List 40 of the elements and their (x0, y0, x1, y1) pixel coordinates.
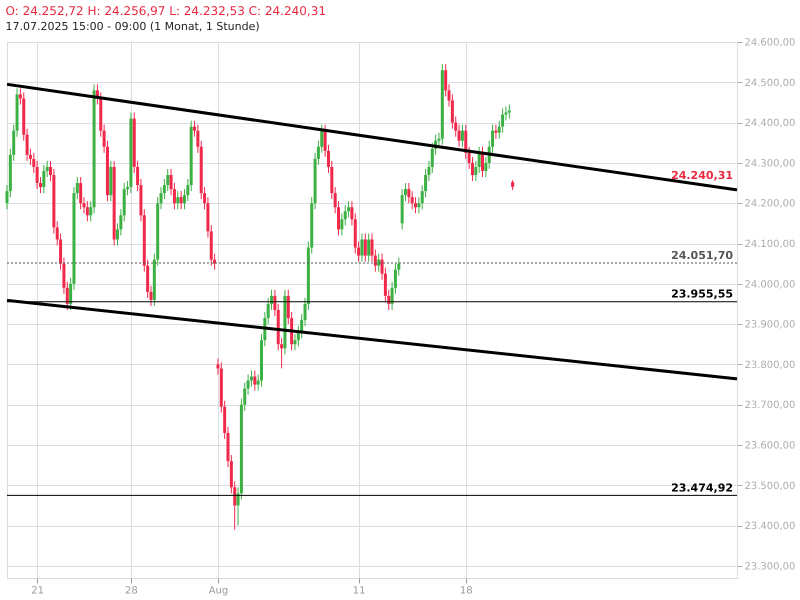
candlestick (86, 200, 89, 222)
y-tick-label: 24.400,00 (744, 118, 796, 130)
y-tick-label: 24.600,00 (744, 38, 796, 48)
x-tick-label: Aug (208, 586, 228, 596)
x-tick-label: 11 (352, 586, 366, 596)
chart-subtitle: 17.07.2025 15:00 - 09:00 (1 Monat, 1 Stunde) (6, 20, 260, 33)
candlestick (377, 253, 380, 272)
x-tick-label: 21 (31, 586, 44, 596)
candlestick (360, 232, 364, 262)
ref-line-label: 23.955,55 (671, 288, 733, 301)
y-tick-label: 23.500,00 (744, 480, 796, 492)
candlestick (180, 190, 183, 210)
candlestick (253, 370, 256, 392)
y-tick-label: 23.700,00 (744, 400, 796, 412)
y-tick-label: 24.300,00 (744, 158, 796, 170)
candlestick (481, 146, 484, 178)
candlestick (494, 124, 498, 140)
candlestick (364, 232, 367, 262)
candlestick (367, 232, 370, 262)
candlestick (176, 190, 180, 210)
y-tick-label: 24.000,00 (744, 279, 796, 290)
x-tick-label: 18 (460, 586, 473, 596)
y-tick-label: 24.100,00 (744, 239, 796, 250)
y-tick-label: 24.500,00 (744, 78, 796, 89)
candlestick (42, 164, 46, 194)
annotation: 24.240,31 (671, 168, 733, 182)
candlestick (508, 104, 511, 120)
ref-line-label: 23.474,92 (671, 481, 733, 494)
y-tick-label: 23.900,00 (744, 320, 796, 331)
y-tick-label: 23.400,00 (744, 521, 796, 532)
candlestick (460, 124, 464, 148)
y-tick-label: 23.600,00 (744, 440, 796, 452)
y-tick-label: 23.300,00 (744, 561, 796, 572)
y-tick-label: 24.200,00 (744, 198, 796, 210)
y-tick-label: 23.800,00 (744, 360, 796, 371)
candlestick (79, 176, 82, 210)
x-tick-label: 28 (125, 586, 138, 596)
ref-line-label: 24.051,70 (671, 248, 734, 262)
chart-title: O: 24.252,72 H: 24.256,97 L: 24.232,53 C: 24.240,31 (6, 4, 326, 18)
candlestick (511, 180, 514, 191)
